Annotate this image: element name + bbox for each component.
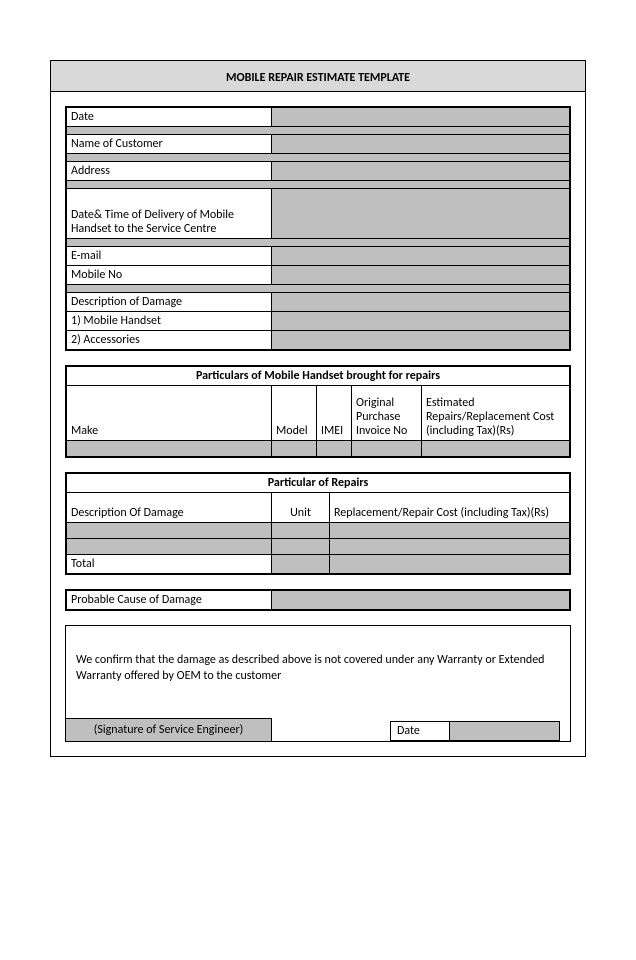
damage1-value[interactable]: [272, 312, 570, 331]
address-label: Address: [67, 162, 272, 181]
repairs-section: Particular of Repairs Description Of Dam…: [65, 472, 571, 575]
sig-date-label: Date: [390, 721, 450, 741]
invoice-value[interactable]: [352, 441, 422, 457]
address-value[interactable]: [272, 162, 570, 181]
col-make: Make: [67, 386, 272, 441]
customer-label: Name of Customer: [67, 135, 272, 154]
date-label: Date: [67, 108, 272, 127]
damage-desc-label: Description of Damage: [67, 293, 272, 312]
repair-row2-cost[interactable]: [330, 539, 570, 555]
spacer: [67, 154, 570, 162]
email-value[interactable]: [272, 247, 570, 266]
email-label: E-mail: [67, 247, 272, 266]
customer-info-table: Date Name of Customer Address Date& Time…: [66, 107, 570, 350]
spacer: [67, 239, 570, 247]
sig-date-value[interactable]: [450, 721, 560, 741]
repair-row1-unit[interactable]: [272, 523, 330, 539]
confirmation-section: We confirm that the damage as described …: [65, 625, 571, 742]
spacer: [67, 285, 570, 293]
total-label: Total: [67, 555, 272, 574]
signature-label: (Signature of Service Engineer): [66, 718, 272, 741]
cause-value[interactable]: [272, 591, 570, 610]
particulars-title: Particulars of Mobile Handset brought fo…: [67, 367, 570, 386]
signature-date: Date: [390, 721, 560, 741]
form-title: MOBILE REPAIR ESTIMATE TEMPLATE: [51, 61, 585, 92]
total-cost[interactable]: [330, 555, 570, 574]
col-cost: Estimated Repairs/Replacement Cost (incl…: [422, 386, 570, 441]
mobile-label: Mobile No: [67, 266, 272, 285]
col-model: Model: [272, 386, 317, 441]
delivery-value[interactable]: [272, 189, 570, 239]
spacer: [67, 127, 570, 135]
repair-row2-desc[interactable]: [67, 539, 272, 555]
customer-info-section: Date Name of Customer Address Date& Time…: [65, 106, 571, 351]
date-value[interactable]: [272, 108, 570, 127]
particulars-table: Particulars of Mobile Handset brought fo…: [66, 366, 570, 457]
damage2-label: 2) Accessories: [67, 331, 272, 350]
model-value[interactable]: [272, 441, 317, 457]
repair-row2-unit[interactable]: [272, 539, 330, 555]
damage1-label: 1) Mobile Handset: [67, 312, 272, 331]
damage2-value[interactable]: [272, 331, 570, 350]
particulars-section: Particulars of Mobile Handset brought fo…: [65, 365, 571, 458]
delivery-label: Date& Time of Delivery of Mobile Handset…: [67, 189, 272, 239]
total-unit: [272, 555, 330, 574]
confirmation-text: We confirm that the damage as described …: [66, 626, 570, 690]
repairs-title: Particular of Repairs: [67, 474, 570, 493]
repairs-table: Particular of Repairs Description Of Dam…: [66, 473, 570, 574]
cause-table: Probable Cause of Damage: [66, 590, 570, 610]
imei-value[interactable]: [317, 441, 352, 457]
col-invoice: Original Purchase Invoice No: [352, 386, 422, 441]
damage-desc-value[interactable]: [272, 293, 570, 312]
col-repair-unit: Unit: [272, 493, 330, 523]
make-value[interactable]: [67, 441, 272, 457]
col-imei: IMEI: [317, 386, 352, 441]
mobile-value[interactable]: [272, 266, 570, 285]
form-container: MOBILE REPAIR ESTIMATE TEMPLATE Date Nam…: [50, 60, 586, 757]
repair-row1-cost[interactable]: [330, 523, 570, 539]
col-repair-desc: Description Of Damage: [67, 493, 272, 523]
spacer: [67, 181, 570, 189]
col-repair-cost: Replacement/Repair Cost (including Tax)(…: [330, 493, 570, 523]
signature-row: (Signature of Service Engineer) Date: [66, 690, 570, 741]
cause-label: Probable Cause of Damage: [67, 591, 272, 610]
cause-section: Probable Cause of Damage: [65, 589, 571, 611]
repair-row1-desc[interactable]: [67, 523, 272, 539]
est-cost-value[interactable]: [422, 441, 570, 457]
customer-value[interactable]: [272, 135, 570, 154]
